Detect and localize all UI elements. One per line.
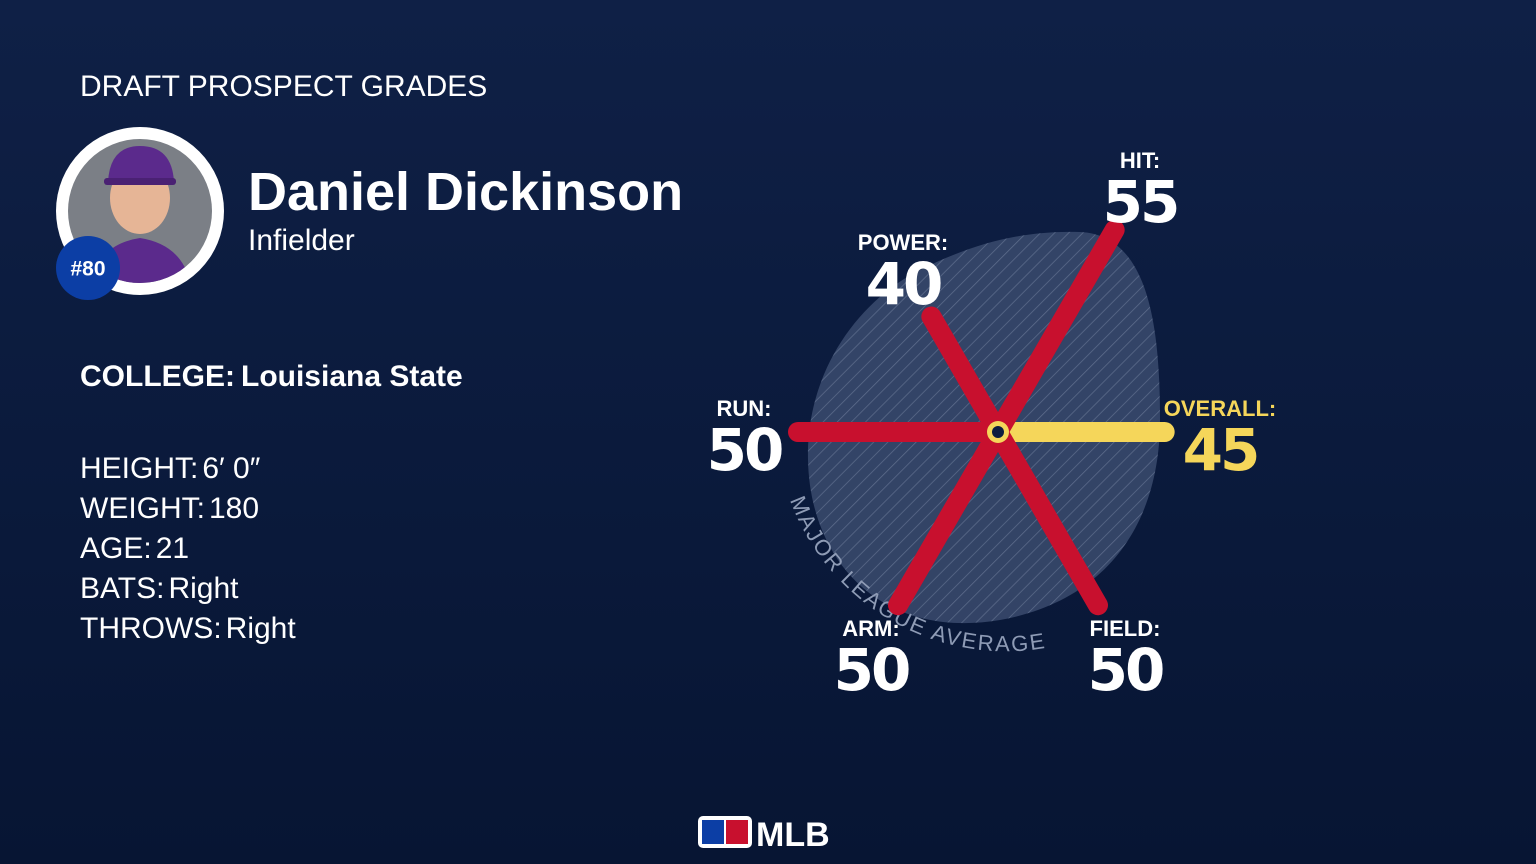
spoke [988, 422, 1108, 616]
detail: THROWS: Right [80, 612, 296, 645]
player-number: #80 [70, 258, 105, 281]
grade-label: OVERALL: [1164, 396, 1276, 421]
grade-label: ARM: [842, 616, 899, 641]
spoke [988, 219, 1125, 442]
grade-value: 45 [1183, 416, 1258, 484]
detail-value: Right [226, 612, 297, 645]
detail: WEIGHT: 180 [80, 492, 259, 525]
grade-label: RUN: [717, 396, 772, 421]
detail-label: WEIGHT: [80, 492, 205, 525]
grade-label: HIT: [1120, 148, 1160, 173]
detail-value: 6′ 0″ [202, 452, 260, 485]
college: COLLEGE: Louisiana State [80, 360, 463, 393]
detail-value: Right [168, 572, 239, 605]
title: DRAFT PROSPECT GRADES [80, 70, 487, 103]
radial-chart: OVERALL:45FIELD:50ARM:50RUN:50POWER:40HI… [707, 148, 1277, 704]
detail: AGE: 21 [80, 532, 189, 565]
player-position: Infielder [248, 224, 355, 257]
grade-label: FIELD: [1090, 616, 1161, 641]
grade-value: 50 [707, 416, 782, 484]
detail: BATS: Right [80, 572, 239, 605]
detail-label: AGE: [80, 532, 152, 565]
grade-value: 50 [834, 636, 909, 704]
player-photo [56, 127, 224, 300]
detail-label: HEIGHT: [80, 452, 198, 485]
detail-value: 180 [209, 492, 259, 525]
college-value: Louisiana State [241, 360, 463, 393]
mlb-logo [698, 816, 752, 848]
detail: HEIGHT: 6′ 0″ [80, 452, 261, 485]
spoke [921, 306, 1008, 442]
detail-label: BATS: [80, 572, 164, 605]
spoke [888, 422, 1008, 616]
grade-value: 40 [866, 250, 941, 318]
player-name: Daniel Dickinson [248, 162, 683, 222]
college-label: COLLEGE: [80, 360, 235, 393]
logo-text: MLB [756, 816, 830, 854]
grade-label: POWER: [858, 230, 948, 255]
detail-label: THROWS: [80, 612, 222, 645]
center-dot-inner [992, 426, 1004, 438]
grade-value: 50 [1088, 636, 1163, 704]
detail-value: 21 [156, 532, 189, 565]
grade-value: 55 [1103, 168, 1178, 236]
